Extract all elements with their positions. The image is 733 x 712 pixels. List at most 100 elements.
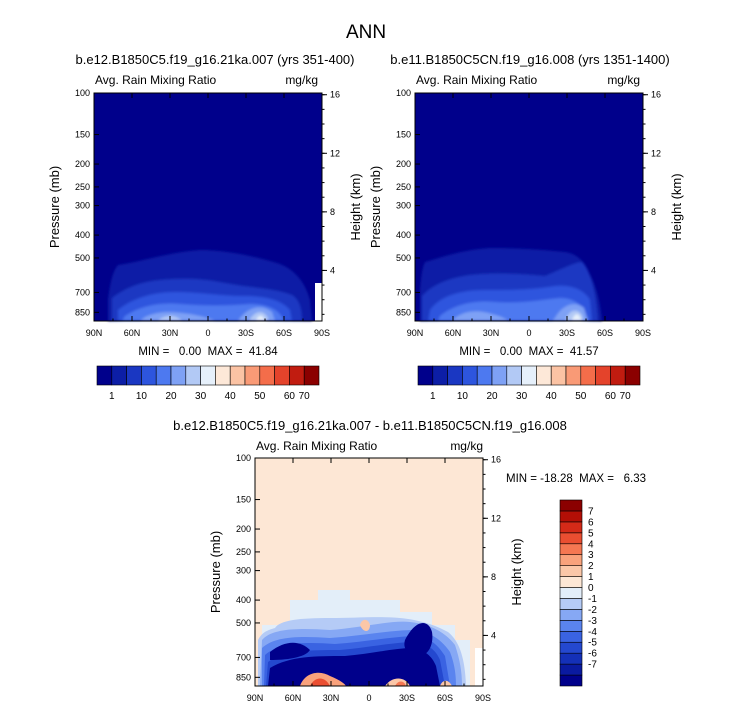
panel-diff-colorbar-label: 1 — [588, 572, 594, 583]
panel-diff-colorbar-box — [559, 630, 583, 643]
panel-right-colorbar: 1 10 20 30 40 50 60 70 — [417, 365, 641, 402]
panel-diff-y-tick-label: 200 — [236, 524, 251, 534]
panel-left-colorbar-box — [96, 365, 113, 386]
panel-diff-colorbar-label: -3 — [588, 616, 597, 627]
panel-diff-colorbar-box — [559, 641, 583, 654]
panel-right-title: b.e11.B1850C5CN.f19_g16.008 (yrs 1351-14… — [390, 52, 669, 67]
panel-right-y-tick-label: 700 — [396, 287, 411, 297]
panel-diff-colorbar-label: 0 — [588, 583, 594, 594]
panel-right-colorbar-box — [550, 365, 567, 386]
panel-left-y-tick-label: 300 — [75, 201, 90, 211]
panel-diff-height-tick-label: 8 — [491, 572, 496, 582]
panel-left-x-tick-label: 30S — [238, 328, 254, 338]
panel-right-y-tick-label: 100 — [396, 88, 411, 98]
panel-left-ylabel-right: Height (km) — [348, 173, 363, 240]
panel-right-colorbar-box — [610, 365, 626, 386]
panel-left: b.e12.B1850C5.f19_g16.21ka.007 (yrs 351-… — [47, 52, 363, 402]
panel-diff-colorbar-box — [559, 576, 583, 588]
panel-diff-y-tick-label: 150 — [236, 495, 251, 505]
panel-diff-x-tick-label: 30S — [399, 693, 415, 703]
panel-left-title: b.e12.B1850C5.f19_g16.21ka.007 (yrs 351-… — [76, 52, 355, 67]
panel-right-colorbar-box — [536, 365, 552, 386]
panel-left-colorbar-label: 40 — [225, 391, 237, 402]
panel-diff-colorbar-label: 6 — [588, 517, 594, 528]
panel-diff-ylabel-right: Height (km) — [509, 538, 524, 605]
panel-right-colorbar-box — [432, 365, 448, 386]
panel-diff-colorbar-box — [559, 565, 583, 577]
panel-left-y-tick-label: 500 — [75, 253, 90, 263]
panel-right-colorbar-label: 60 — [605, 391, 617, 402]
panel-right-colorbar-box — [506, 365, 522, 386]
panel-diff-colorbar-label: -7 — [588, 660, 597, 671]
panel-left-colorbar-box — [215, 365, 231, 386]
panel-right-x-tick-label: 90N — [407, 328, 424, 338]
panel-diff-y-tick-label: 400 — [236, 595, 251, 605]
panel-left-x-tick-label: 60N — [124, 328, 141, 338]
panel-diff-title: b.e12.B1850C5.f19_g16.21ka.007 - b.e11.B… — [173, 418, 567, 433]
panel-diff-x-tick-label: 60S — [437, 693, 453, 703]
panel-diff-colorbar-box — [559, 609, 583, 621]
panel-left-colorbar-label: 1 — [109, 391, 115, 402]
panel-right-ylabel: Pressure (mb) — [368, 166, 383, 248]
panel-diff-y-tick-label: 700 — [236, 652, 251, 662]
figure-title: ANN — [346, 22, 386, 43]
panel-left-units: mg/kg — [285, 73, 318, 87]
panel-right-axes: 90N 60N 30N 0 30S 60S 90S 100 150 200 250 300 400 500… — [396, 88, 661, 338]
panel-left-y-tick-label: 250 — [75, 182, 90, 192]
panel-diff-colorbar-label: -2 — [588, 605, 597, 616]
panel-left-x-tick-label: 90S — [314, 328, 330, 338]
panel-difference: b.e12.B1850C5.f19_g16.21ka.007 - b.e11.B… — [173, 418, 646, 703]
panel-diff-colorbar-label: 7 — [588, 506, 594, 517]
panel-left-colorbar-box — [126, 365, 142, 386]
panel-left-x-tick-label: 90N — [86, 328, 103, 338]
panel-right-colorbar-box — [462, 365, 478, 386]
panel-right-height-tick-label: 12 — [651, 148, 661, 158]
panel-left-y-tick-label: 100 — [75, 88, 90, 98]
panel-right-colorbar-box — [491, 365, 508, 386]
panel-diff-mask — [475, 648, 483, 687]
panel-left-colorbar-box — [289, 365, 305, 386]
panel-right-stats: MIN = 0.00 MAX = 41.57 — [459, 346, 598, 358]
panel-diff-colorbar-label: -1 — [588, 594, 597, 605]
panel-diff-colorbar-label: 2 — [588, 561, 594, 572]
panel-diff-contours — [258, 590, 470, 686]
panel-diff-y-tick-label: 100 — [236, 453, 251, 463]
panel-diff-colorbar-label: 4 — [588, 539, 594, 550]
panel-diff-y-tick-label: 500 — [236, 618, 251, 628]
panel-left-colorbar-box — [259, 365, 275, 386]
panel-right-y-tick-label: 250 — [396, 182, 411, 192]
panel-diff-colorbar-box — [559, 543, 583, 556]
panel-diff-colorbar-box — [559, 674, 583, 687]
panel-left-height-tick-label: 12 — [330, 148, 340, 158]
panel-diff-subtitle: Avg. Rain Mixing Ratio — [256, 439, 377, 453]
panel-diff-units: mg/kg — [450, 439, 483, 453]
panel-left-colorbar-label: 30 — [195, 391, 207, 402]
panel-left-mask — [315, 283, 323, 322]
panel-right-y-tick-label: 150 — [396, 130, 411, 140]
panel-diff-colorbar-box — [559, 587, 583, 599]
panel-right-units: mg/kg — [607, 73, 640, 87]
panel-right-subtitle: Avg. Rain Mixing Ratio — [416, 73, 537, 87]
panel-left-colorbar-box — [200, 365, 216, 386]
panel-left-height-tick-label: 16 — [330, 90, 340, 100]
panel-right-y-tick-label: 400 — [396, 230, 411, 240]
panel-left-colorbar-box — [111, 365, 127, 386]
panel-left-colorbar-box — [185, 365, 201, 386]
panel-left-colorbar-label: 10 — [136, 391, 148, 402]
panel-left-y-tick-label: 200 — [75, 159, 90, 169]
panel-diff-colorbar-label: -4 — [588, 627, 597, 638]
panel-right-colorbar-label: 30 — [516, 391, 528, 402]
panel-right-y-tick-label: 500 — [396, 253, 411, 263]
panel-right-colorbar-box — [565, 365, 582, 386]
panel-left-x-tick-label: 0 — [205, 328, 210, 338]
panel-right-colorbar-label: 50 — [575, 391, 587, 402]
panel-left-subtitle: Avg. Rain Mixing Ratio — [95, 73, 216, 87]
panel-diff-colorbar-label: -5 — [588, 638, 597, 649]
panel-left-height-tick-label: 4 — [330, 265, 335, 275]
panel-left-colorbar-box — [229, 365, 246, 386]
panel-diff-plot: 90N 60N 30N 0 30S 60S 90S 100 150 200 250 300 400 500… — [236, 453, 501, 703]
panel-right-y-tick-label: 300 — [396, 201, 411, 211]
panel-left-y-tick-label: 400 — [75, 230, 90, 240]
panel-left-colorbar: 1 10 20 30 40 50 60 70 — [96, 365, 320, 402]
